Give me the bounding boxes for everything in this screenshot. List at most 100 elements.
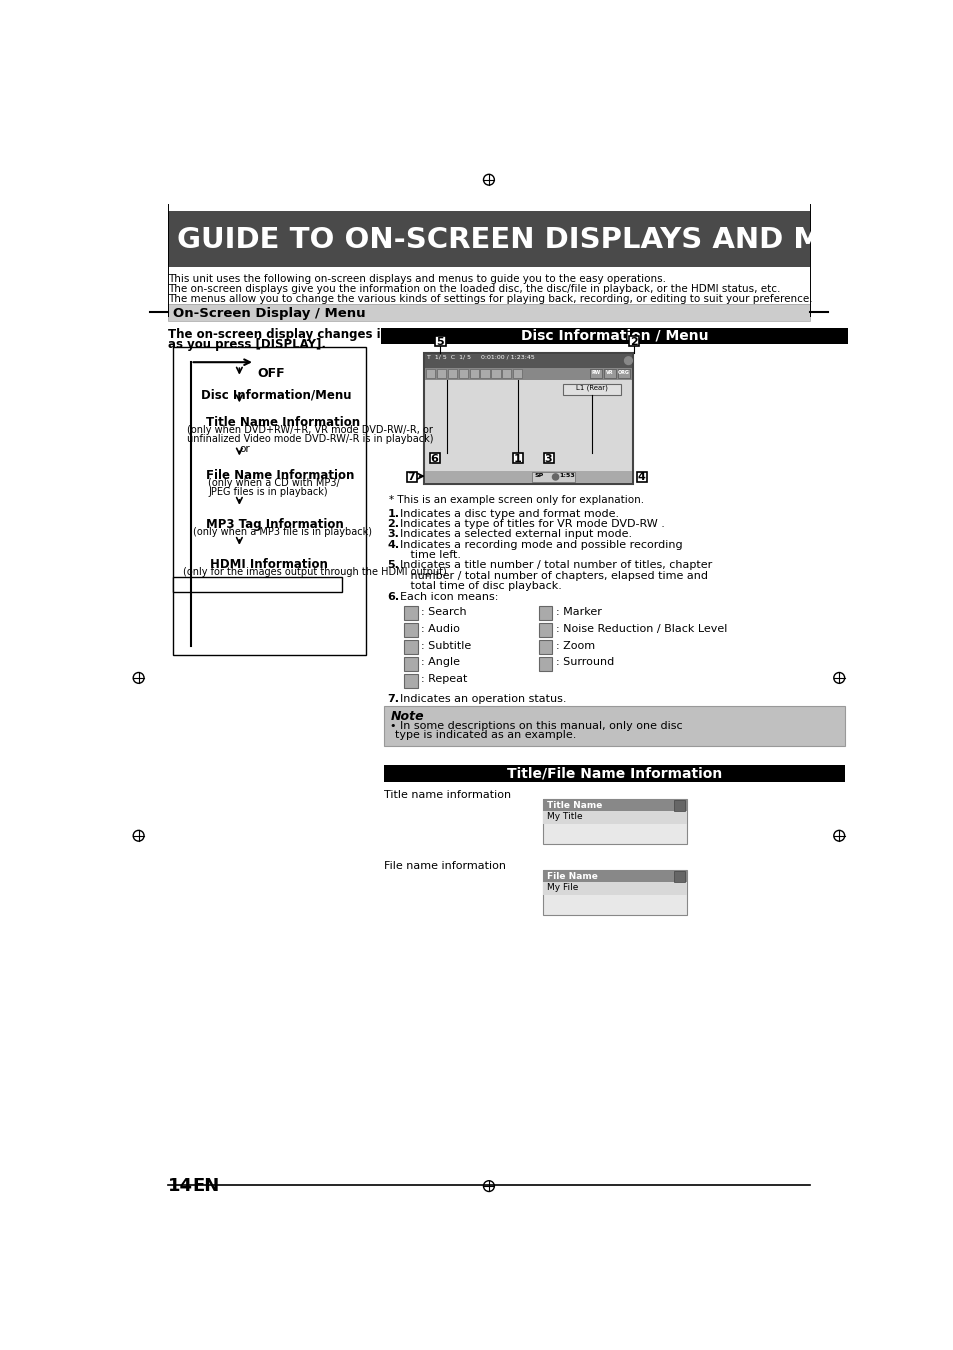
Text: My File: My File xyxy=(546,883,578,892)
Bar xyxy=(424,367,632,379)
Text: : Search: : Search xyxy=(421,606,467,617)
Text: number / total number of chapters, elapsed time and: number / total number of chapters, elaps… xyxy=(399,571,707,580)
Text: 7: 7 xyxy=(407,472,415,482)
Bar xyxy=(458,369,468,378)
Text: Indicates a disc type and format mode.: Indicates a disc type and format mode. xyxy=(399,509,618,518)
Bar xyxy=(562,383,620,394)
Text: MP3 Tag Information: MP3 Tag Information xyxy=(206,518,343,531)
Bar xyxy=(430,454,439,463)
Text: 1.: 1. xyxy=(387,509,399,518)
Text: 2: 2 xyxy=(629,336,637,347)
Bar xyxy=(406,471,416,482)
Text: My Title: My Title xyxy=(546,813,582,821)
Bar xyxy=(383,765,844,782)
Text: 1: 1 xyxy=(513,454,521,464)
Text: EN: EN xyxy=(193,1177,220,1195)
Bar xyxy=(424,471,632,483)
Text: Indicates a title number / total number of titles, chapter: Indicates a title number / total number … xyxy=(399,560,711,571)
Text: as you press [DISPLAY].: as you press [DISPLAY]. xyxy=(168,338,326,351)
Text: RW: RW xyxy=(591,370,599,375)
Text: GUIDE TO ON-SCREEN DISPLAYS AND MENUS: GUIDE TO ON-SCREEN DISPLAYS AND MENUS xyxy=(177,227,910,254)
Bar xyxy=(168,305,809,321)
Text: 4: 4 xyxy=(637,472,645,482)
Bar xyxy=(513,454,522,463)
Bar xyxy=(674,801,684,811)
Text: (only when a MP3 file is in playback): (only when a MP3 file is in playback) xyxy=(193,526,372,537)
Text: : Noise Reduction / Black Level: : Noise Reduction / Black Level xyxy=(555,624,726,633)
Text: On-Screen Display / Menu: On-Screen Display / Menu xyxy=(173,306,366,320)
Bar xyxy=(404,622,418,637)
Text: Indicates a recording mode and possible recording: Indicates a recording mode and possible … xyxy=(399,540,681,549)
Text: : Marker: : Marker xyxy=(555,606,600,617)
Bar xyxy=(542,799,686,844)
Text: 6: 6 xyxy=(431,454,438,464)
Text: The on-screen display changes in the following order: The on-screen display changes in the fol… xyxy=(168,328,520,342)
Text: Indicates a selected external input mode.: Indicates a selected external input mode… xyxy=(399,529,631,539)
Bar xyxy=(404,606,418,620)
Bar xyxy=(618,369,629,378)
Bar xyxy=(542,869,686,883)
Text: unfinalized Video mode DVD-RW/-R is in playback): unfinalized Video mode DVD-RW/-R is in p… xyxy=(187,433,434,444)
Text: or: or xyxy=(239,444,250,454)
Bar xyxy=(168,211,809,267)
Text: OFF: OFF xyxy=(257,367,285,379)
Circle shape xyxy=(552,474,558,481)
Text: The menus allow you to change the various kinds of settings for playing back, re: The menus allow you to change the variou… xyxy=(168,294,812,304)
Bar xyxy=(604,369,616,378)
Text: : Audio: : Audio xyxy=(421,624,460,633)
Bar xyxy=(532,472,575,482)
Text: JPEG files is in playback): JPEG files is in playback) xyxy=(208,487,328,497)
Bar xyxy=(537,640,552,653)
Bar xyxy=(543,454,554,463)
Bar xyxy=(423,352,633,483)
Text: 7.: 7. xyxy=(387,694,399,703)
Text: 4.: 4. xyxy=(387,540,399,549)
Bar xyxy=(480,369,489,378)
Text: HDMI Information: HDMI Information xyxy=(210,558,328,571)
Text: 2.: 2. xyxy=(387,518,399,529)
Text: Title/File Name Information: Title/File Name Information xyxy=(506,767,721,780)
Text: (only when DVD+RW/+R, VR mode DVD-RW/-R, or: (only when DVD+RW/+R, VR mode DVD-RW/-R,… xyxy=(187,425,433,435)
Text: type is indicated as an example.: type is indicated as an example. xyxy=(395,730,576,740)
Bar xyxy=(404,656,418,671)
Circle shape xyxy=(624,356,632,365)
Text: total time of disc playback.: total time of disc playback. xyxy=(399,582,561,591)
Bar xyxy=(637,471,646,482)
Text: Each icon means:: Each icon means: xyxy=(399,591,497,602)
Bar xyxy=(172,576,341,593)
Text: : Zoom: : Zoom xyxy=(555,640,594,651)
Bar xyxy=(513,369,521,378)
Bar xyxy=(381,328,847,344)
Text: 5: 5 xyxy=(436,336,443,347)
Bar xyxy=(404,640,418,653)
Text: File Name Information: File Name Information xyxy=(206,470,355,482)
Text: : Subtitle: : Subtitle xyxy=(421,640,471,651)
Text: : Repeat: : Repeat xyxy=(421,675,467,684)
Text: • In some descriptions on this manual, only one disc: • In some descriptions on this manual, o… xyxy=(390,721,682,730)
Text: Disc Information / Menu: Disc Information / Menu xyxy=(520,328,707,343)
Text: : Angle: : Angle xyxy=(421,657,460,667)
Text: Disc Information/Menu: Disc Information/Menu xyxy=(201,389,352,401)
Bar xyxy=(501,369,511,378)
Bar xyxy=(542,883,686,895)
Text: 3.: 3. xyxy=(387,529,399,539)
Text: 5.: 5. xyxy=(387,560,399,571)
Text: * This is an example screen only for explanation.: * This is an example screen only for exp… xyxy=(389,495,643,505)
Text: The on-screen displays give you the information on the loaded disc, the disc/fil: The on-screen displays give you the info… xyxy=(168,284,780,294)
Text: 3: 3 xyxy=(544,454,552,464)
Text: : Surround: : Surround xyxy=(555,657,613,667)
Text: SP: SP xyxy=(534,472,543,478)
Text: Title name information: Title name information xyxy=(383,790,510,801)
Bar xyxy=(491,369,500,378)
Bar xyxy=(436,369,446,378)
Bar xyxy=(537,606,552,620)
Bar xyxy=(537,656,552,671)
Bar xyxy=(674,871,684,882)
Bar xyxy=(469,369,478,378)
Bar xyxy=(404,674,418,687)
Text: Indicates a type of titles for VR mode DVD-RW .: Indicates a type of titles for VR mode D… xyxy=(399,518,664,529)
Text: Note: Note xyxy=(390,710,424,722)
Text: ORG: ORG xyxy=(618,370,629,375)
Bar xyxy=(537,622,552,637)
Text: T  1/ 5  C  1/ 5     0:01:00 / 1:23:45: T 1/ 5 C 1/ 5 0:01:00 / 1:23:45 xyxy=(427,355,534,359)
